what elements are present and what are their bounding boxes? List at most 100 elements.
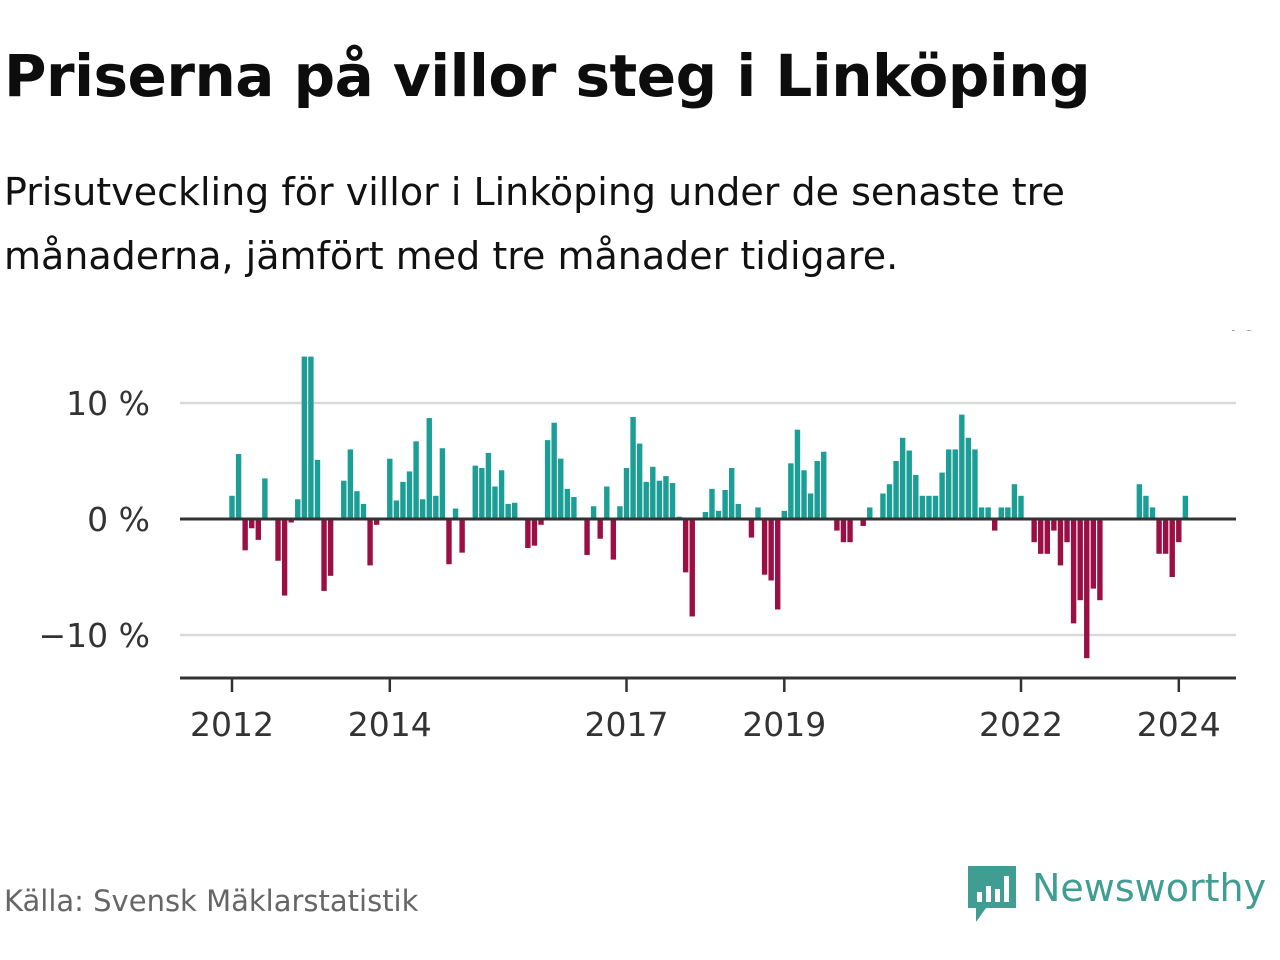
gridlines <box>180 401 1236 637</box>
newsworthy-logo: Newsworthy <box>964 864 1274 930</box>
bar <box>1031 519 1037 543</box>
bar <box>682 519 689 573</box>
y-tick-label: −10 % <box>39 616 151 655</box>
bar <box>558 458 564 519</box>
bar <box>1162 519 1169 554</box>
y-tick-label: 10 % <box>66 384 150 423</box>
x-tick-label: 2017 <box>585 705 669 744</box>
bar <box>531 519 538 546</box>
bar <box>952 449 958 519</box>
bar <box>801 470 807 519</box>
bar <box>919 495 926 519</box>
source-note: Källa: Svensk Mäklarstatistik <box>4 884 419 918</box>
bar <box>525 519 531 548</box>
x-tick-label: 2012 <box>190 705 274 744</box>
chart-subtitle: Prisutveckling för villor i Linköping un… <box>4 170 1065 278</box>
bar <box>400 481 406 519</box>
bar <box>1011 484 1018 519</box>
bar <box>1169 519 1175 577</box>
bar <box>295 499 301 519</box>
bar <box>1097 519 1103 601</box>
bar <box>998 507 1004 519</box>
bar <box>393 500 400 519</box>
bar <box>965 437 972 519</box>
bar <box>406 471 413 519</box>
bar <box>1077 519 1083 601</box>
bar <box>650 466 656 519</box>
bar <box>945 449 952 519</box>
bar <box>301 356 308 519</box>
bar <box>590 506 597 519</box>
bar <box>459 519 465 553</box>
bar <box>794 429 801 519</box>
bar <box>886 484 893 519</box>
bar <box>702 512 709 519</box>
bar <box>1018 495 1024 519</box>
latest-value-label: 2 % <box>1193 330 1256 338</box>
bar <box>1182 495 1189 519</box>
bar <box>419 499 426 519</box>
bar <box>814 461 820 519</box>
bar <box>821 451 827 519</box>
bar <box>275 519 281 561</box>
bar <box>834 519 840 531</box>
bar <box>1038 519 1044 554</box>
bar <box>755 507 761 519</box>
bar <box>512 502 518 519</box>
bar <box>1136 484 1143 519</box>
bar <box>788 463 794 519</box>
bar <box>492 486 498 519</box>
bar <box>308 356 314 519</box>
bar <box>663 476 669 519</box>
bar <box>229 495 235 519</box>
bar <box>867 507 873 519</box>
bar <box>1070 519 1077 624</box>
bar <box>472 465 478 519</box>
bar <box>551 422 557 519</box>
bar <box>959 414 965 519</box>
bar <box>1044 519 1050 554</box>
bar <box>426 418 432 519</box>
bar <box>413 441 419 519</box>
x-tick-label: 2014 <box>348 705 432 744</box>
bar <box>775 519 781 610</box>
newsworthy-logo-icon <box>968 866 1016 922</box>
bar <box>1084 519 1090 659</box>
bar <box>932 495 939 519</box>
bar <box>485 452 492 519</box>
bar <box>1149 507 1156 519</box>
bar <box>327 519 334 576</box>
bar <box>604 486 610 519</box>
bar <box>623 467 630 519</box>
bar <box>906 450 912 519</box>
bar <box>249 519 255 529</box>
bar <box>314 459 321 519</box>
bar <box>1057 519 1064 566</box>
bar <box>341 480 347 519</box>
bar <box>709 488 715 519</box>
bar <box>1064 519 1070 543</box>
bar <box>1051 519 1057 531</box>
bar <box>505 503 511 519</box>
bar <box>729 467 735 519</box>
bar <box>722 490 728 519</box>
axes <box>180 517 1236 692</box>
x-tick-label: 2024 <box>1137 705 1221 744</box>
bar <box>571 496 577 519</box>
price-change-bar-chart: 10 % 0 % −10 % 2012 2014 2017 2019 2022 2024 2 % <box>39 330 1257 744</box>
bar <box>544 440 551 519</box>
bar <box>972 449 978 519</box>
bar <box>689 519 695 617</box>
bar <box>748 519 755 538</box>
bar <box>321 519 327 591</box>
bar <box>985 507 991 519</box>
bar <box>347 449 354 519</box>
bar <box>584 519 590 555</box>
bar <box>880 493 886 519</box>
bar <box>387 458 393 519</box>
bar <box>847 519 853 543</box>
bar <box>439 448 446 519</box>
y-tick-label: 0 % <box>87 500 150 539</box>
brand-name: Newsworthy <box>1032 866 1267 910</box>
bar <box>255 519 261 540</box>
